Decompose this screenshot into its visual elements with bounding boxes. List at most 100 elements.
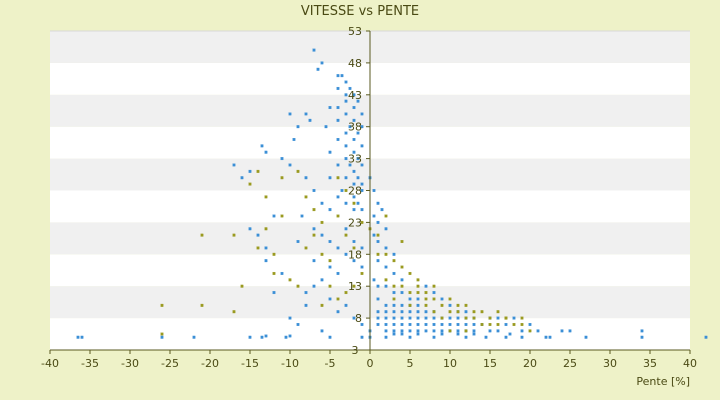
data-point [348,163,352,167]
data-point [352,169,356,173]
data-point [344,157,348,161]
data-point [520,329,524,333]
data-point [360,335,364,339]
data-point [440,316,444,320]
data-point [232,310,236,314]
y-tick-label: 23 [348,216,362,229]
data-point [472,316,476,320]
data-point [440,303,444,307]
data-point [504,335,508,339]
data-point [312,227,316,231]
data-point [336,86,340,90]
data-point [352,246,356,250]
data-point [472,329,476,333]
data-point [344,112,348,116]
data-point [380,208,384,212]
data-point [356,176,360,180]
data-point [360,125,364,129]
data-point [240,176,244,180]
data-point [336,138,340,141]
data-point [344,189,348,192]
y-axis-bottom-label: 3 [352,344,359,357]
data-point [400,332,404,336]
axes-layer [49,30,691,354]
data-point [336,176,340,180]
data-point [372,189,376,192]
data-point [260,335,264,339]
data-point [264,195,268,199]
data-point [356,201,360,205]
data-point [352,316,356,320]
y-tick-label: 8 [355,312,362,325]
data-point [560,329,564,333]
data-point [392,259,396,263]
data-point [512,316,516,320]
data-point [392,329,396,333]
data-point [392,332,396,336]
data-point [448,303,452,307]
data-point [336,195,340,199]
data-point [416,329,420,333]
data-point [472,310,476,314]
data-point [416,278,420,282]
data-point [376,240,380,243]
data-point [336,118,340,122]
y-tick-labels: 8 13 18 23 28 33 38 43 48 53 [348,25,362,325]
data-point [344,291,348,295]
data-point [392,297,396,301]
data-point [192,335,196,339]
data-point [296,169,300,173]
data-point [248,182,252,186]
data-point [384,284,388,288]
data-point [432,310,436,314]
data-point [76,335,80,339]
data-point [344,99,348,103]
data-point [384,246,388,250]
data-point [348,86,352,90]
data-point [360,163,364,167]
data-point [316,67,320,71]
data-point [400,240,404,243]
data-point [432,335,436,339]
data-point [360,144,364,148]
x-tick-label: 0 [367,357,374,370]
data-point [448,297,452,301]
data-point [352,138,356,141]
data-point [448,329,452,333]
data-point [360,246,364,250]
x-tick-label: 30 [603,357,617,370]
data-point [328,284,332,288]
data-point [480,310,484,314]
data-point [384,303,388,307]
data-point [440,332,444,336]
data-point [324,125,328,129]
data-point [472,332,476,336]
data-point [568,329,572,333]
data-point [328,106,332,110]
data-point [288,112,292,116]
x-tick-labels: -40 -35 -30 -25 -20 -15 -10 -5 0 5 10 15 20 25 30 35 40 [41,357,697,370]
data-point [256,233,260,237]
x-tick-label: -15 [241,357,259,370]
data-point [544,335,548,339]
data-point [344,233,348,237]
data-point [508,332,512,336]
data-point [384,278,388,282]
data-point [360,271,364,275]
data-point [344,252,348,256]
data-point [312,233,316,237]
data-point [416,323,420,326]
data-point [352,208,356,212]
data-point [200,303,204,307]
data-point [424,310,428,314]
data-point [160,335,164,339]
data-point [292,138,296,141]
data-point [284,335,288,339]
data-point [504,316,508,320]
data-point [408,323,412,326]
x-tick-label: -40 [41,357,59,370]
data-point [520,316,524,320]
data-point [416,303,420,307]
y-tick-label: 38 [348,121,362,134]
data-point [416,291,420,295]
